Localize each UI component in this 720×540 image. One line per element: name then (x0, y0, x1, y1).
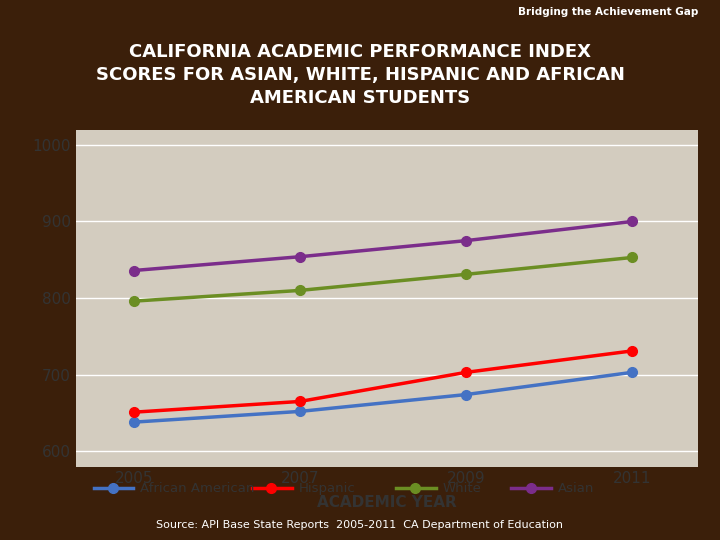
Asian (130, 267, 138, 274)
African American (462, 392, 470, 398)
Text: Asian: Asian (558, 482, 595, 495)
White (628, 254, 636, 261)
Line: White: White (129, 253, 636, 306)
Text: African American: African American (140, 482, 255, 495)
Text: Hispanic: Hispanic (299, 482, 356, 495)
Text: Bridging the Achievement Gap: Bridging the Achievement Gap (518, 8, 698, 17)
White (462, 271, 470, 278)
Text: CALIFORNIA ACADEMIC PERFORMANCE INDEX
SCORES FOR ASIAN, WHITE, HISPANIC AND AFRI: CALIFORNIA ACADEMIC PERFORMANCE INDEX SC… (96, 43, 624, 107)
Asian (628, 218, 636, 225)
Text: Source: API Base State Reports  2005-2011  CA Department of Education: Source: API Base State Reports 2005-2011… (156, 520, 564, 530)
Asian (295, 253, 304, 260)
Line: Asian: Asian (129, 217, 636, 275)
Hispanic (462, 369, 470, 376)
White (130, 298, 138, 305)
African American (130, 419, 138, 426)
African American (628, 369, 636, 376)
Text: White: White (443, 482, 482, 495)
White (295, 287, 304, 294)
X-axis label: ACADEMIC YEAR: ACADEMIC YEAR (317, 495, 457, 510)
Hispanic (295, 398, 304, 404)
Asian (462, 238, 470, 244)
Line: Hispanic: Hispanic (129, 346, 636, 417)
Hispanic (628, 348, 636, 354)
Hispanic (130, 409, 138, 415)
Line: African American: African American (129, 368, 636, 427)
African American (295, 408, 304, 415)
